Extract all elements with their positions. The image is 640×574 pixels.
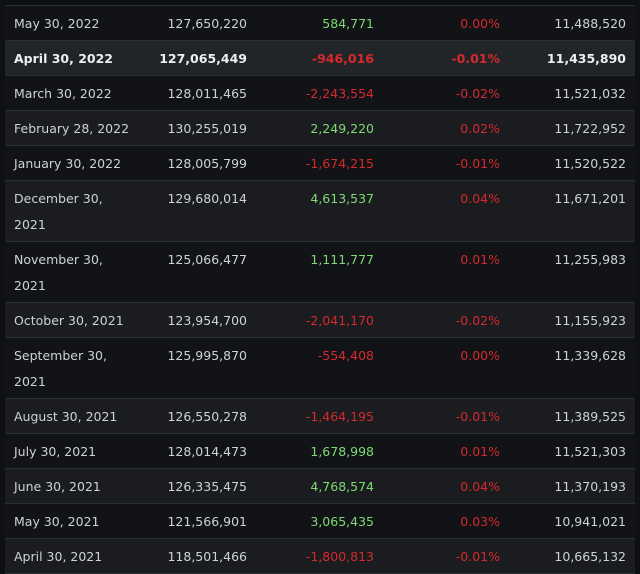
row-date: May 30, 2021 xyxy=(14,514,100,529)
percent-change-cell: 0.02% xyxy=(460,121,500,136)
row-date: June 30, 2021 xyxy=(14,479,101,494)
total-cell: 128,014,473 xyxy=(167,444,247,459)
table-row[interactable]: November 30, 2021 125,066,477 1,111,777 0.0… xyxy=(5,242,635,303)
row-date: October 30, 2021 xyxy=(14,313,124,328)
total-cell: 129,680,014 xyxy=(167,191,247,206)
percent-change-cell: -0.02% xyxy=(455,86,500,101)
percent-change-cell: -0.02% xyxy=(455,313,500,328)
value-cell: 11,520,522 xyxy=(554,156,626,171)
total-cell: 125,066,477 xyxy=(167,252,247,267)
percent-change-cell: -0.01% xyxy=(451,51,500,66)
percent-change-cell: 0.00% xyxy=(460,348,500,363)
total-cell: 118,501,466 xyxy=(167,549,247,564)
change-cell: -2,041,170 xyxy=(305,313,374,328)
table-row[interactable]: August 30, 2021 126,550,278 -1,464,195 -0.0… xyxy=(5,399,635,434)
percent-change-cell: 0.00% xyxy=(460,16,500,31)
table-row[interactable]: September 30, 2021 125,995,870 -554,408 0.0… xyxy=(5,338,635,399)
row-date: February 28, 2022 xyxy=(14,121,130,136)
total-cell: 125,995,870 xyxy=(167,348,247,363)
history-table: May 30, 2022 127,650,220 584,771 0.00% 11,48… xyxy=(5,5,635,574)
percent-change-cell: 0.04% xyxy=(460,479,500,494)
table-row[interactable]: April 30, 2021 118,501,466 -1,800,813 -0.01… xyxy=(5,539,635,574)
value-cell: 11,155,923 xyxy=(554,313,626,328)
total-cell: 130,255,019 xyxy=(167,121,247,136)
change-cell: 584,771 xyxy=(322,16,374,31)
total-cell: 127,065,449 xyxy=(159,51,247,66)
table-row[interactable]: July 30, 2021 128,014,473 1,678,998 0.01% 11… xyxy=(5,434,635,469)
total-cell: 128,011,465 xyxy=(167,86,247,101)
total-cell: 128,005,799 xyxy=(167,156,247,171)
row-date: September 30, 2021 xyxy=(14,348,107,389)
value-cell: 11,722,952 xyxy=(554,121,626,136)
change-cell: -554,408 xyxy=(317,348,374,363)
row-date: April 30, 2022 xyxy=(14,51,113,66)
change-cell: 4,768,574 xyxy=(310,479,374,494)
table-row[interactable]: December 30, 2021 129,680,014 4,613,537 0.0… xyxy=(5,181,635,242)
row-date: April 30, 2021 xyxy=(14,549,103,564)
row-date: August 30, 2021 xyxy=(14,409,118,424)
total-cell: 127,650,220 xyxy=(167,16,247,31)
change-cell: -2,243,554 xyxy=(305,86,374,101)
change-cell: -1,800,813 xyxy=(305,549,374,564)
value-cell: 10,941,021 xyxy=(554,514,626,529)
row-date: November 30, 2021 xyxy=(14,252,103,293)
row-date: January 30, 2022 xyxy=(14,156,122,171)
value-cell: 11,339,628 xyxy=(554,348,626,363)
table-row[interactable]: March 30, 2022 128,011,465 -2,243,554 -0.02… xyxy=(5,76,635,111)
change-cell: 1,111,777 xyxy=(310,252,374,267)
change-cell: -1,674,215 xyxy=(305,156,374,171)
total-cell: 126,550,278 xyxy=(167,409,247,424)
row-date: March 30, 2022 xyxy=(14,86,112,101)
change-cell: 3,065,435 xyxy=(310,514,374,529)
percent-change-cell: 0.01% xyxy=(460,444,500,459)
table-row[interactable]: June 30, 2021 126,335,475 4,768,574 0.04% 11… xyxy=(5,469,635,504)
value-cell: 11,389,525 xyxy=(554,409,626,424)
table-row[interactable]: April 30, 2022 127,065,449 -946,016 -0.01% 1… xyxy=(5,41,635,76)
change-cell: 4,613,537 xyxy=(310,191,374,206)
change-cell: 1,678,998 xyxy=(310,444,374,459)
total-cell: 123,954,700 xyxy=(167,313,247,328)
change-cell: -946,016 xyxy=(311,51,374,66)
change-cell: 2,249,220 xyxy=(310,121,374,136)
value-cell: 11,435,890 xyxy=(546,51,626,66)
table-row[interactable]: February 28, 2022 130,255,019 2,249,220 0.0… xyxy=(5,111,635,146)
percent-change-cell: -0.01% xyxy=(455,549,500,564)
table-row[interactable]: January 30, 2022 128,005,799 -1,674,215 -0.… xyxy=(5,146,635,181)
value-cell: 11,488,520 xyxy=(554,16,626,31)
percent-change-cell: 0.01% xyxy=(460,252,500,267)
total-cell: 121,566,901 xyxy=(167,514,247,529)
percent-change-cell: -0.01% xyxy=(455,156,500,171)
row-date: July 30, 2021 xyxy=(14,444,97,459)
percent-change-cell: 0.03% xyxy=(460,514,500,529)
table-row[interactable]: May 30, 2022 127,650,220 584,771 0.00% 11,48… xyxy=(5,6,635,41)
value-cell: 10,665,132 xyxy=(554,549,626,564)
value-cell: 11,370,193 xyxy=(554,479,626,494)
row-date: May 30, 2022 xyxy=(14,16,100,31)
total-cell: 126,335,475 xyxy=(167,479,247,494)
change-cell: -1,464,195 xyxy=(305,409,374,424)
row-date: December 30, 2021 xyxy=(14,191,103,232)
percent-change-cell: -0.01% xyxy=(455,409,500,424)
value-cell: 11,521,303 xyxy=(554,444,626,459)
percent-change-cell: 0.04% xyxy=(460,191,500,206)
value-cell: 11,255,983 xyxy=(554,252,626,267)
value-cell: 11,671,201 xyxy=(554,191,626,206)
value-cell: 11,521,032 xyxy=(554,86,626,101)
table-row[interactable]: October 30, 2021 123,954,700 -2,041,170 -0.… xyxy=(5,303,635,338)
table-row[interactable]: May 30, 2021 121,566,901 3,065,435 0.03% 10,… xyxy=(5,504,635,539)
